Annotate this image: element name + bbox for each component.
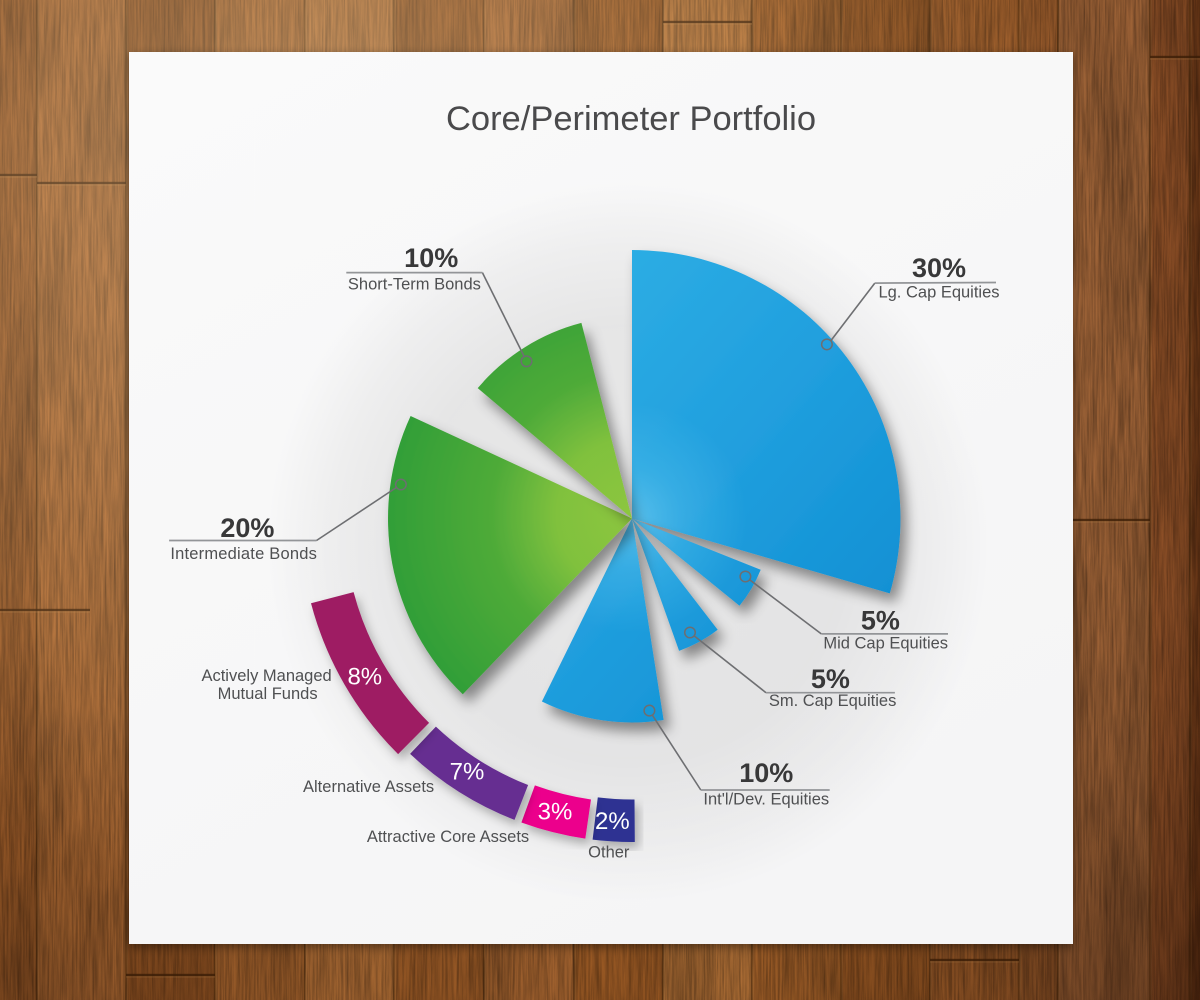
svg-text:Other: Other [588,844,630,862]
svg-text:5%: 5% [861,606,900,636]
svg-text:Short-Term Bonds: Short-Term Bonds [348,275,481,293]
svg-text:Int'l/Dev. Equities: Int'l/Dev. Equities [703,790,829,808]
svg-text:Intermediate Bonds: Intermediate Bonds [170,545,317,563]
svg-text:20%: 20% [220,513,274,543]
svg-text:5%: 5% [811,664,850,694]
svg-text:7%: 7% [450,759,485,786]
svg-text:30%: 30% [912,253,966,283]
svg-text:2%: 2% [595,808,630,835]
svg-text:Alternative Assets: Alternative Assets [303,778,434,796]
svg-text:Sm. Cap Equities: Sm. Cap Equities [769,692,896,710]
svg-text:Actively Managed: Actively Managed [201,667,331,685]
svg-text:Mid Cap Equities: Mid Cap Equities [823,635,948,653]
svg-text:Core/Perimeter Portfolio: Core/Perimeter Portfolio [446,100,816,138]
svg-text:10%: 10% [739,758,793,788]
svg-text:Attractive Core Assets: Attractive Core Assets [367,828,529,846]
svg-text:8%: 8% [347,664,382,691]
svg-text:Lg. Cap Equities: Lg. Cap Equities [878,284,999,302]
svg-text:10%: 10% [404,243,458,273]
svg-text:Mutual Funds: Mutual Funds [218,685,318,703]
svg-text:3%: 3% [538,799,573,826]
